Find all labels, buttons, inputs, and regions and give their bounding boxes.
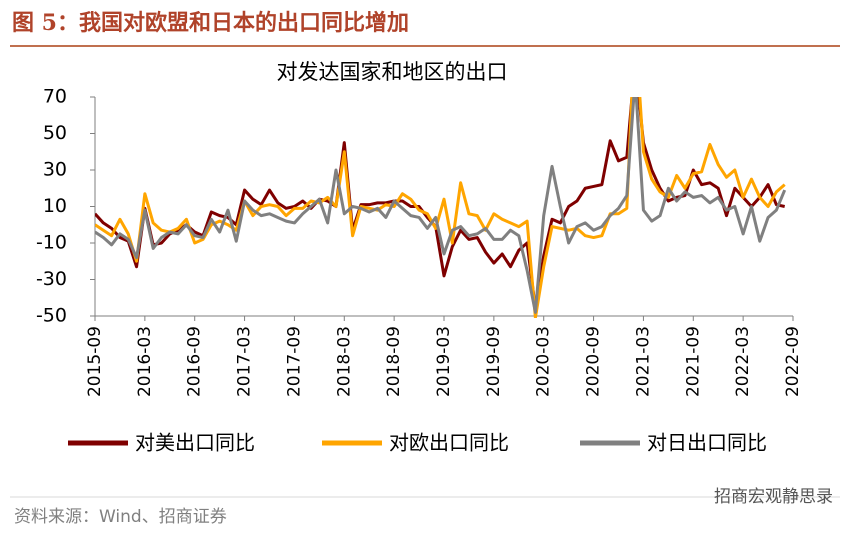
x-tick-label: 2015-09: [85, 326, 105, 397]
x-tick-label: 2017-09: [284, 326, 304, 397]
series-group: [95, 97, 787, 318]
x-tick-label: 2016-09: [185, 326, 205, 397]
x-tick-label: 2017-03: [235, 326, 255, 397]
y-tick-label: 10: [43, 195, 67, 217]
series-line: [95, 97, 786, 311]
source: 资料来源：Wind、招商证券: [14, 507, 227, 527]
figure-header: 图 5：我国对欧盟和日本的出口同比增加: [12, 10, 409, 36]
x-tick-label: 2018-03: [334, 326, 354, 397]
y-tick-label: -50: [36, 305, 67, 327]
x-tick-label: 2021-03: [633, 326, 653, 397]
x-tick-label: 2016-03: [135, 326, 155, 397]
x-tick-label: 2022-09: [783, 326, 803, 397]
x-tick-label: 2019-09: [484, 326, 504, 397]
x-tick-label: 2022-03: [733, 326, 753, 397]
series-line: [95, 97, 786, 318]
legend-label: 对欧出口同比: [389, 431, 509, 455]
series-line: [95, 97, 787, 314]
x-tick-label: 2021-09: [683, 326, 703, 397]
y-tick-label: -30: [36, 268, 67, 290]
chart-title: 对发达国家和地区的出口: [277, 60, 508, 84]
legend-label: 对日出口同比: [647, 431, 767, 455]
x-tick-label: 2018-09: [384, 326, 404, 397]
watermark: 招商宏观静思录: [714, 487, 833, 507]
x-tick-label: 2020-03: [534, 326, 554, 397]
y-tick-label: 50: [43, 122, 67, 144]
y-tick-label: 70: [43, 86, 67, 108]
y-tick-label: 30: [43, 159, 67, 181]
y-tick-label: -10: [36, 232, 67, 254]
legend-label: 对美出口同比: [135, 431, 255, 455]
x-tick-label: 2020-09: [584, 326, 604, 397]
x-tick-label: 2019-03: [434, 326, 454, 397]
